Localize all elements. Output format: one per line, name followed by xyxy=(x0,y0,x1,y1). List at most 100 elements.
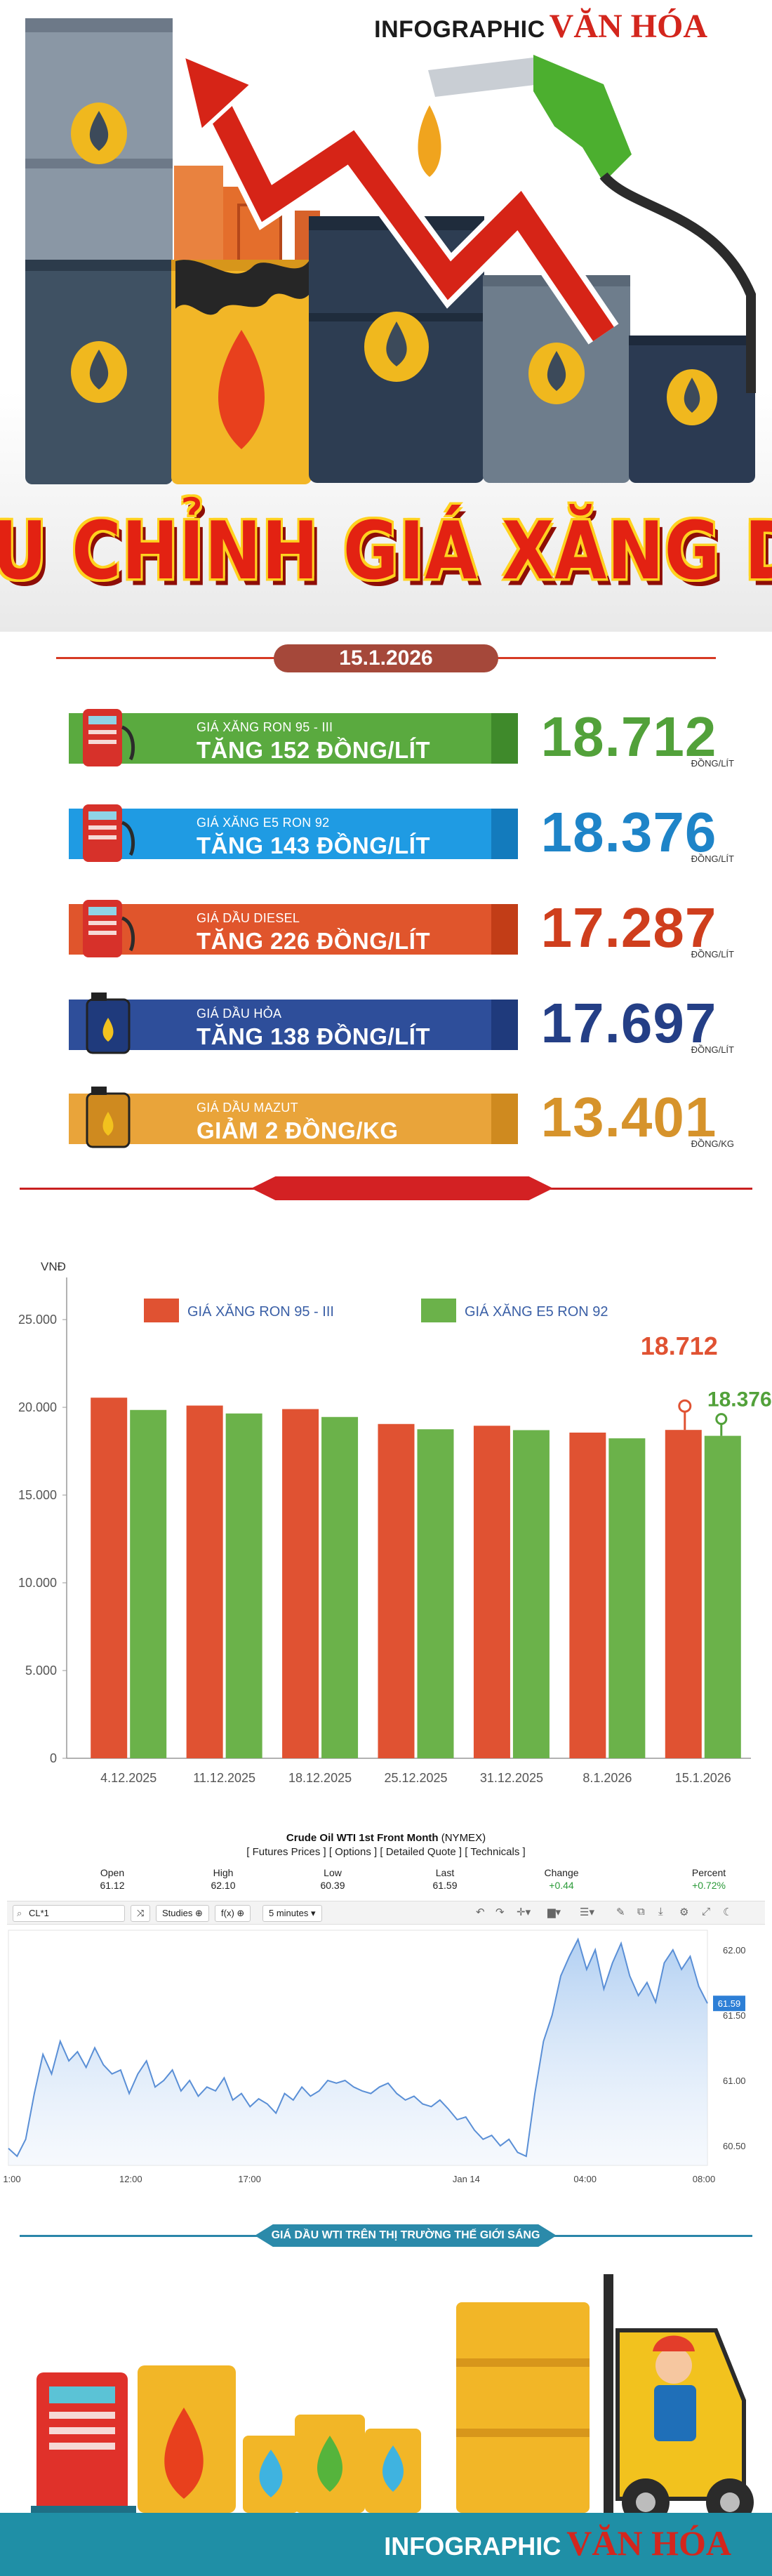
symbol-search-input[interactable]: ⌕ CL*1 xyxy=(13,1905,125,1922)
wti-links[interactable]: [ Futures Prices ] [ Options ] [ Detaile… xyxy=(246,1846,526,1858)
compare-button[interactable]: ⤨ xyxy=(131,1905,151,1922)
y-axis-label: VNĐ xyxy=(41,1260,66,1273)
price-change: TĂNG 152 ĐỒNG/LÍT xyxy=(197,737,431,763)
indicator-icon[interactable]: ☰▾ xyxy=(580,1906,594,1918)
bar xyxy=(130,1409,167,1758)
price-value: 13.401 xyxy=(540,1086,717,1148)
bar xyxy=(473,1426,510,1758)
price-bar: GIÁ DẦU MAZUT GIẢM 2 ĐỒNG/KG xyxy=(69,1094,518,1144)
footer-caption-text: GIÁ DẦU WTI TRÊN THỊ TRƯỜNG THẾ GIỚI SÁN… xyxy=(255,2224,557,2247)
stat-label: Low xyxy=(324,1867,342,1878)
price-change: GIẢM 2 ĐỒNG/KG xyxy=(197,1117,399,1143)
fuel-name: GIÁ DẦU DIESEL xyxy=(197,911,300,925)
settings-icon[interactable]: ⚙ xyxy=(679,1906,689,1918)
legend-swatch xyxy=(421,1299,456,1322)
stat-value: 62.10 xyxy=(211,1880,236,1891)
price-value: 18.376 xyxy=(540,801,717,863)
footer-bar xyxy=(0,2513,772,2576)
fuel-pump-icon xyxy=(83,804,135,862)
annotation-marker xyxy=(678,1399,692,1413)
studies-button[interactable]: Studies ⊕ xyxy=(156,1905,209,1922)
price-bar: GIÁ DẦU DIESEL TĂNG 226 ĐỒNG/LÍT xyxy=(69,904,518,955)
price-area xyxy=(8,1939,707,2165)
footer-brand-logo: INFOGRAPHIC VĂN HÓA xyxy=(384,2523,731,2563)
barrel-dark-left xyxy=(25,260,173,484)
undo-icon[interactable]: ↶ xyxy=(476,1906,485,1918)
price-bar: GIÁ XĂNG RON 95 - III TĂNG 152 ĐỒNG/LÍT xyxy=(69,713,518,764)
bar xyxy=(186,1405,223,1758)
price-unit: ĐỒNG/LÍT xyxy=(691,1044,734,1055)
headline-text: ĐIỀU CHỈNH GIÁ XĂNG DẦU xyxy=(0,504,772,598)
y-tick-label: 15.000 xyxy=(18,1488,57,1502)
stat-value: +0.72% xyxy=(692,1880,726,1891)
x-tick-label: 8.1.2026 xyxy=(583,1771,632,1783)
draw-icon[interactable]: ✎ xyxy=(616,1906,625,1918)
symbol-value: CL*1 xyxy=(29,1908,49,1918)
fuel-name: GIÁ XĂNG E5 RON 92 xyxy=(197,816,330,830)
price-unit: ĐỒNG/LÍT xyxy=(691,758,734,769)
gas-pump-icon xyxy=(31,2372,136,2516)
stat-item: Last 61.59 xyxy=(403,1867,487,1891)
jerrycan-icon xyxy=(86,992,131,1054)
price-change: TĂNG 138 ĐỒNG/LÍT xyxy=(197,1023,431,1049)
date-label: 15.1.2026 xyxy=(274,644,498,672)
interval-select[interactable]: 5 minutes ▾ xyxy=(262,1905,322,1922)
last-price-badge xyxy=(713,1996,745,2012)
download-icon[interactable]: ⤓ xyxy=(658,1906,663,1918)
x-tick-label: 4.12.2025 xyxy=(100,1771,157,1783)
stat-value: 60.39 xyxy=(320,1880,345,1891)
brand-logo: INFOGRAPHIC VĂN HÓA xyxy=(374,7,707,46)
bar xyxy=(569,1433,606,1758)
x-tick-label: 31.12.2025 xyxy=(480,1771,543,1783)
annotation-label: 18.712 xyxy=(641,1332,718,1360)
divider-tab xyxy=(251,1176,553,1200)
x-tick-label: 1:00 xyxy=(3,2174,20,2184)
price-row: GIÁ DẦU HỎA TĂNG 138 ĐỒNG/LÍT 17.697 ĐỒNG/L… xyxy=(69,992,734,1055)
price-unit: ĐỒNG/KG xyxy=(691,1138,734,1149)
layers-icon[interactable]: ⧉ xyxy=(637,1906,645,1918)
fuel-name: GIÁ XĂNG RON 95 - III xyxy=(197,720,333,734)
redo-icon[interactable]: ↷ xyxy=(495,1906,505,1918)
brand-prefix: INFOGRAPHIC xyxy=(374,16,545,43)
price-unit: ĐỒNG/LÍT xyxy=(691,854,734,864)
footer-illustration xyxy=(31,2274,754,2520)
price-bar: GIÁ XĂNG E5 RON 92 TĂNG 143 ĐỒNG/LÍT xyxy=(69,809,518,859)
wti-stats: Open 61.12 High 62.10 Low 60.39 Last 61.59 Chang… xyxy=(0,1867,772,1895)
bar xyxy=(378,1423,415,1758)
legend-label: GIÁ XĂNG E5 RON 92 xyxy=(465,1303,608,1320)
stat-value: 61.12 xyxy=(100,1880,125,1891)
price-value: 17.697 xyxy=(540,992,717,1054)
stat-item: Change +0.44 xyxy=(519,1867,604,1891)
stat-item: High 62.10 xyxy=(181,1867,265,1891)
y-tick-label: 62.00 xyxy=(723,1945,746,1956)
price-row: GIÁ XĂNG RON 95 - III TĂNG 152 ĐỒNG/LÍT 18… xyxy=(69,705,734,769)
theme-icon[interactable]: ☾ xyxy=(723,1906,733,1918)
stat-label: High xyxy=(213,1867,234,1878)
barrel-navy-right xyxy=(629,336,755,483)
price-row: GIÁ DẦU DIESEL TĂNG 226 ĐỒNG/LÍT 17.287 ĐỒN… xyxy=(69,896,734,960)
fullscreen-icon[interactable]: ⤢ xyxy=(702,1906,711,1918)
annotation-label: 18.376 xyxy=(707,1388,772,1412)
y-tick-label: 0 xyxy=(50,1751,57,1765)
price-bar-accent xyxy=(491,1094,518,1144)
y-tick-label: 10.000 xyxy=(18,1576,57,1590)
headline: ĐIỀU CHỈNH GIÁ XĂNG DẦU xyxy=(0,491,772,611)
x-tick-label: 11.12.2025 xyxy=(193,1771,255,1783)
price-bar-accent xyxy=(491,809,518,859)
bar xyxy=(321,1416,359,1758)
fx-button[interactable]: f(x) ⊕ xyxy=(215,1905,251,1922)
crosshair-icon[interactable]: ✛▾ xyxy=(517,1906,531,1918)
wti-widget: Crude Oil WTI 1st Front Month (NYMEX) [ … xyxy=(0,1817,772,2196)
y-tick-label: 61.00 xyxy=(723,2076,746,2086)
bar xyxy=(608,1438,646,1758)
price-bar-accent xyxy=(491,1000,518,1050)
chart-type-icon[interactable]: ▆▾ xyxy=(547,1906,561,1918)
fx-label: f(x) xyxy=(221,1908,234,1918)
price-bar-accent xyxy=(491,904,518,955)
search-icon: ⌕ xyxy=(17,1908,22,1918)
footer-brand-name: VĂN HÓA xyxy=(566,2523,731,2563)
price-value: 18.712 xyxy=(540,705,717,768)
wti-title: Crude Oil WTI 1st Front Month (NYMEX) xyxy=(0,1832,772,1844)
wti-toolbar: ⌕ CL*1 ⤨ Studies ⊕ f(x) ⊕ 5 minutes ▾ ↶ … xyxy=(7,1901,765,1925)
